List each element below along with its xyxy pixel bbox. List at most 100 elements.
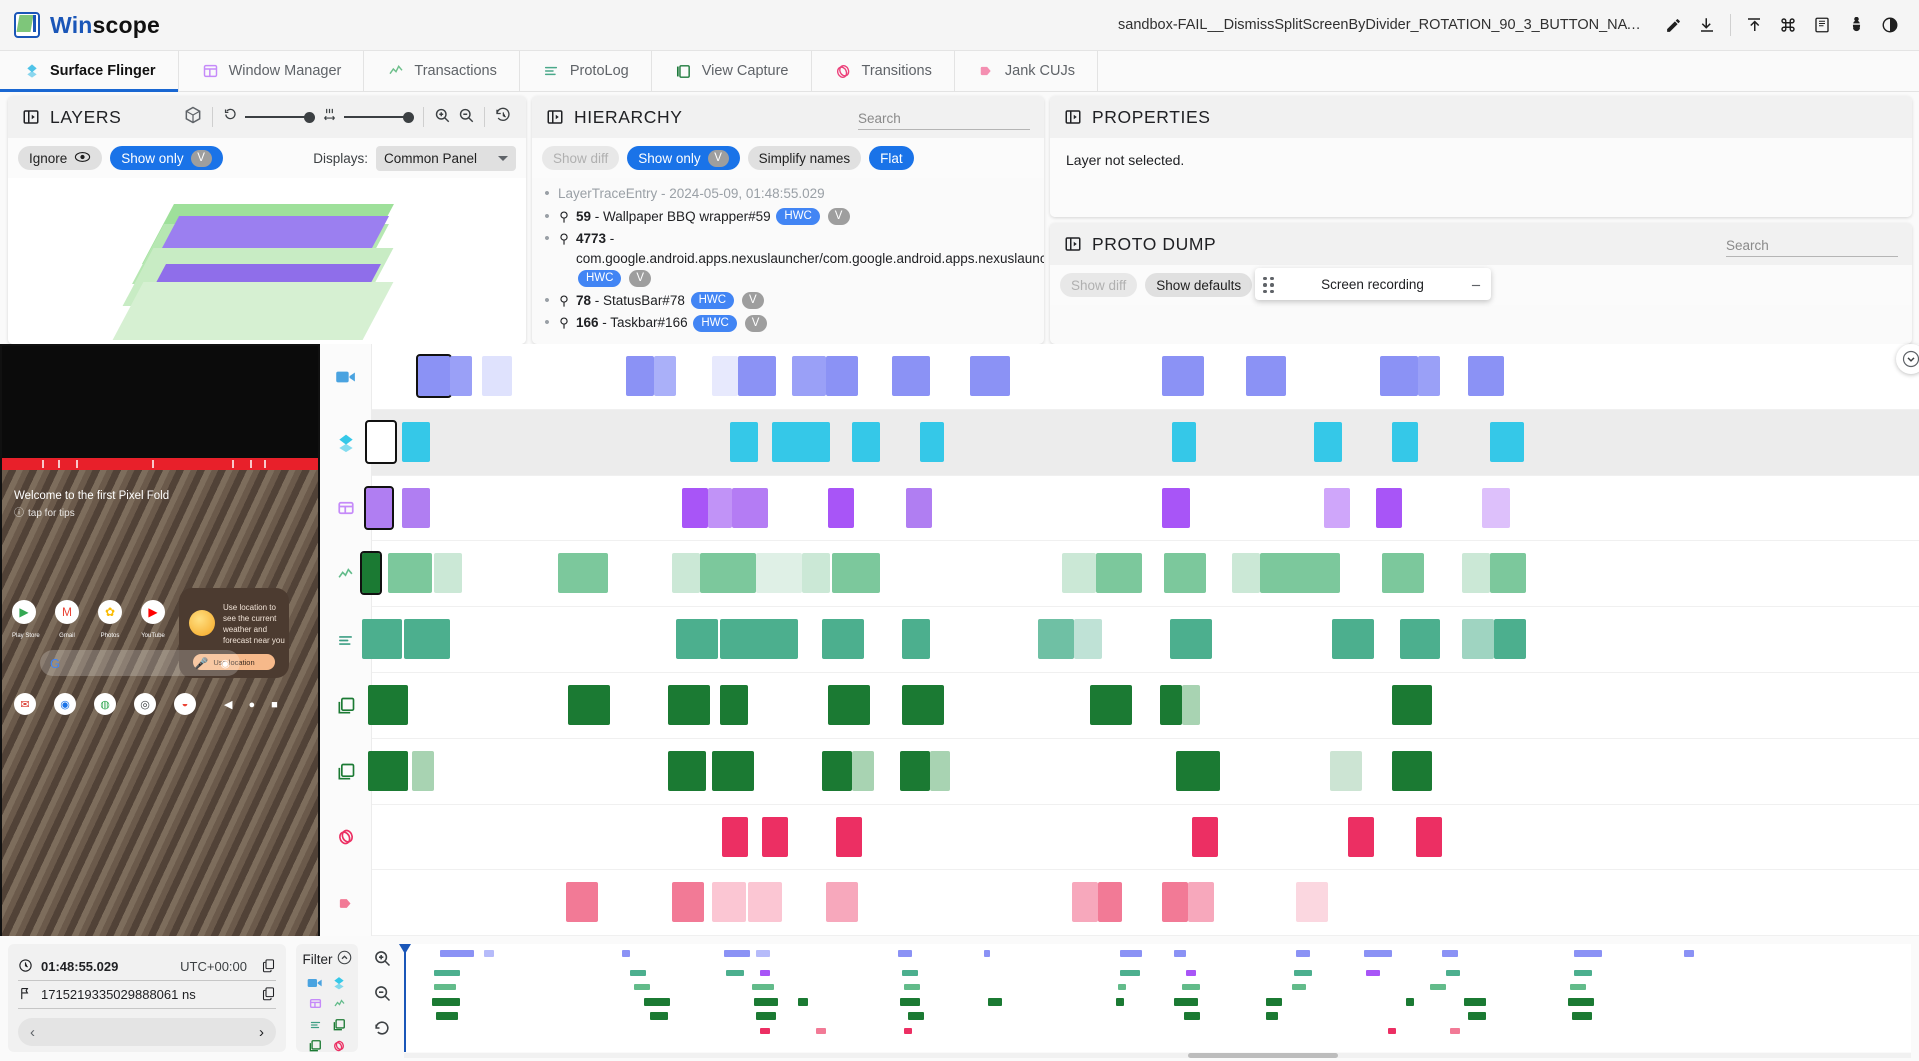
- rail-transactions-icon[interactable]: [320, 541, 371, 607]
- rail-screen-recording-icon[interactable]: [320, 344, 371, 410]
- filter-view-capture-2-icon[interactable]: [304, 1038, 326, 1053]
- tree-node-59[interactable]: • ⚲ 59 - Wallpaper BBQ wrapper#59 HWC V: [542, 207, 1040, 227]
- dock-browser-icon[interactable]: ◍: [94, 693, 116, 715]
- human-timestamp-row[interactable]: 01:48:55.029 UTC+00:00: [18, 953, 276, 981]
- show-diff-chip[interactable]: Show diff: [1060, 273, 1138, 297]
- timeline-minimap[interactable]: [399, 944, 1911, 1052]
- filter-surface-flinger-icon[interactable]: [328, 975, 350, 990]
- rail-view-capture-2-icon[interactable]: [320, 739, 371, 805]
- ignore-chip[interactable]: Ignore: [18, 146, 103, 170]
- book-icon[interactable]: [1805, 8, 1839, 42]
- timeline-scrollbar-thumb[interactable]: [1187, 1053, 1339, 1058]
- displays-select[interactable]: Common Panel: [376, 145, 516, 171]
- rail-jank-cujs-icon[interactable]: [320, 870, 371, 936]
- zoom-in-icon[interactable]: [372, 948, 392, 973]
- rotation-3d-icon[interactable]: [183, 105, 203, 130]
- track-row-jank-cujs[interactable]: [372, 870, 1919, 937]
- upload-icon[interactable]: [1737, 8, 1771, 42]
- home-button[interactable]: ●: [248, 698, 256, 711]
- download-icon[interactable]: [1690, 8, 1724, 42]
- screen-recording-preview[interactable]: Welcome to the first Pixel Fold ⓘ tap for…: [0, 344, 320, 938]
- ns-timestamp-row[interactable]: 1715219335029888061 ns: [18, 981, 276, 1009]
- pin-icon[interactable]: ⚲: [559, 231, 569, 246]
- tab-transactions[interactable]: Transactions: [364, 51, 520, 91]
- filter-protolog-icon[interactable]: [304, 1017, 326, 1032]
- bug-icon[interactable]: [1839, 8, 1873, 42]
- reset-zoom-icon[interactable]: [372, 1018, 392, 1043]
- use-location-button[interactable]: Use location: [193, 654, 275, 670]
- collapse-icon[interactable]: [1064, 235, 1082, 253]
- filter-view-capture-icon[interactable]: [328, 1017, 350, 1032]
- tree-node-166[interactable]: • ⚲ 166 - Taskbar#166 HWC V: [542, 313, 1040, 333]
- screen-recording-floating-card[interactable]: Screen recording: [1255, 268, 1491, 300]
- timeline-scrollbar[interactable]: [404, 1053, 1911, 1058]
- dock-files-icon[interactable]: ◒: [174, 693, 196, 715]
- lens-icon[interactable]: ◉: [220, 657, 230, 670]
- track-row-screen-recording[interactable]: [372, 344, 1919, 410]
- drag-handle-icon[interactable]: [1263, 276, 1276, 293]
- show-diff-chip[interactable]: Show diff: [542, 146, 620, 170]
- track-row-view-capture[interactable]: [368, 673, 1919, 739]
- track-row-transitions[interactable]: [372, 805, 1919, 871]
- layers-3d-view[interactable]: [8, 178, 526, 344]
- restore-view-icon[interactable]: [494, 106, 512, 129]
- show-only-chip[interactable]: Show only V: [110, 146, 223, 170]
- chevron-right-icon[interactable]: ›: [259, 1023, 264, 1041]
- pencil-icon[interactable]: [1656, 8, 1690, 42]
- tab-view-capture[interactable]: View Capture: [652, 51, 812, 91]
- dock-messages-icon[interactable]: ✉: [14, 693, 36, 715]
- zoom-out-icon[interactable]: [372, 983, 392, 1008]
- chevron-up-circle-icon[interactable]: [337, 950, 352, 968]
- dock-chrome-icon[interactable]: ◉: [54, 693, 76, 715]
- collapse-icon[interactable]: [546, 108, 564, 126]
- expand-panels-button[interactable]: [1896, 344, 1919, 374]
- proto-dump-search-input[interactable]: Search: [1726, 231, 1898, 257]
- track-row-protolog[interactable]: [362, 607, 1919, 673]
- track-row-view-capture-2[interactable]: [368, 739, 1919, 805]
- rail-window-manager-icon[interactable]: [320, 476, 371, 542]
- tree-node-4773[interactable]: • ⚲ 4773 - com.google.android.apps.nexus…: [542, 229, 1044, 288]
- pin-icon[interactable]: ⚲: [559, 315, 569, 330]
- zoom-in-icon[interactable]: [433, 106, 451, 129]
- command-icon[interactable]: [1771, 8, 1805, 42]
- rail-protolog-icon[interactable]: [320, 607, 371, 673]
- app-youtube[interactable]: ▶ YouTube: [141, 600, 165, 642]
- rotation-reset-icon[interactable]: [222, 106, 239, 128]
- tab-protolog[interactable]: ProtoLog: [520, 51, 652, 91]
- weather-widget[interactable]: Use location to see the current weather …: [179, 588, 289, 678]
- filter-screen-recording-icon[interactable]: [304, 975, 326, 990]
- track-row-transactions[interactable]: [360, 541, 1919, 608]
- minimize-icon[interactable]: [1469, 275, 1483, 294]
- tab-transitions[interactable]: Transitions: [812, 51, 955, 91]
- tab-surface-flinger[interactable]: Surface Flinger: [0, 51, 179, 92]
- tree-node-root[interactable]: • LayerTraceEntry - 2024-05-09, 01:48:55…: [542, 184, 1040, 204]
- track-row-window-manager[interactable]: [364, 476, 1919, 542]
- simplify-names-chip[interactable]: Simplify names: [747, 146, 862, 170]
- track-row-surface-flinger[interactable]: [365, 409, 1919, 476]
- filter-header[interactable]: Filter: [296, 950, 358, 968]
- contrast-icon[interactable]: [1873, 8, 1907, 42]
- recents-button[interactable]: ■: [271, 698, 278, 711]
- show-only-chip[interactable]: Show only V: [627, 146, 740, 170]
- tab-jank-cujs[interactable]: Jank CUJs: [955, 51, 1098, 91]
- dock-camera-icon[interactable]: ◎: [134, 693, 156, 715]
- microphone-icon[interactable]: 🎤: [194, 657, 209, 670]
- chevron-left-icon[interactable]: ‹: [30, 1023, 35, 1041]
- show-defaults-chip[interactable]: Show defaults: [1145, 273, 1253, 297]
- app-photos[interactable]: ✿ Photos: [98, 600, 122, 642]
- timeline-tracks[interactable]: [360, 344, 1919, 937]
- filter-transitions-icon[interactable]: [328, 1038, 350, 1053]
- pin-icon[interactable]: ⚲: [559, 208, 569, 224]
- tree-node-78[interactable]: • ⚲ 78 - StatusBar#78 HWC V: [542, 291, 1040, 311]
- hierarchy-search-input[interactable]: Search: [858, 104, 1030, 130]
- filter-window-manager-icon[interactable]: [304, 996, 326, 1011]
- back-button[interactable]: ◀: [224, 699, 233, 711]
- collapse-icon[interactable]: [1064, 108, 1082, 126]
- filter-transactions-icon[interactable]: [328, 996, 350, 1011]
- google-search-bar[interactable]: G 🎤 ◉: [40, 650, 240, 676]
- copy-icon[interactable]: [261, 958, 276, 976]
- rotation-slider[interactable]: [245, 111, 315, 123]
- copy-icon[interactable]: [261, 986, 276, 1004]
- app-gmail[interactable]: M Gmail: [55, 600, 79, 642]
- tab-window-manager[interactable]: Window Manager: [179, 51, 365, 91]
